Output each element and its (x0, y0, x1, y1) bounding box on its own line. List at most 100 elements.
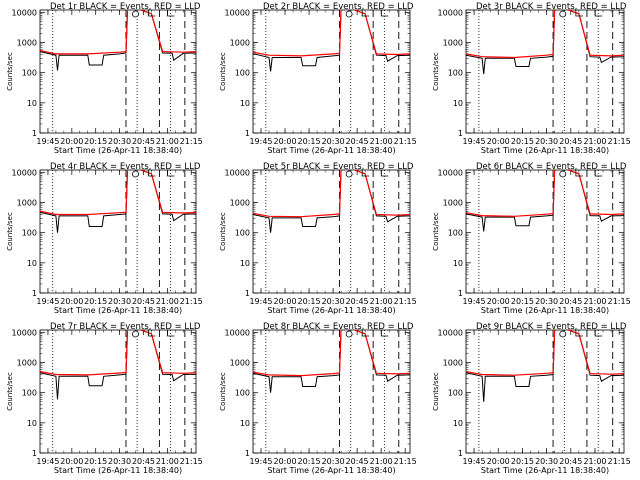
top-bracket-marker (594, 10, 603, 17)
x-tick-label: 20:30 (108, 457, 131, 466)
y-tick-label: 100 (235, 229, 250, 238)
plot-frame (252, 169, 411, 294)
y-tick-label: 1000 (17, 359, 37, 368)
top-bracket-marker (594, 170, 603, 177)
top-circle-marker (345, 330, 353, 338)
x-tick-label: 21:15 (180, 297, 203, 306)
x-tick-label: 21:15 (608, 137, 631, 146)
top-circle-marker (345, 170, 353, 178)
events-series-line (253, 330, 410, 393)
x-tick-label: 20:30 (322, 457, 345, 466)
y-tick-label: 100 (235, 389, 250, 398)
panel-title: Det 9r BLACK = Events, RED = LLD (476, 322, 627, 332)
top-bracket-marker (380, 330, 389, 337)
y-tick-label: 100 (22, 69, 37, 78)
x-tick-label: 20:45 (132, 457, 155, 466)
x-tick-label: 20:15 (298, 137, 321, 146)
y-tick-label: 10 (453, 419, 463, 428)
panel-title: Det 2r BLACK = Events, RED = LLD (263, 2, 414, 12)
detector-panel-6: 1 10 100 1000 10000 Counts/sec 19:45 20:00 20:15… (432, 162, 631, 315)
x-tick-label: 19:45 (249, 457, 272, 466)
top-bracket-marker (380, 10, 389, 17)
plot-data (40, 170, 196, 233)
x-tick-label: 21:15 (180, 457, 203, 466)
x-tick-label: 20:30 (108, 297, 131, 306)
lld-series-line (253, 330, 410, 377)
y-axis-label: Counts/sec (219, 212, 227, 251)
top-bracket-marker (167, 330, 175, 337)
plot-data (466, 330, 624, 402)
top-bracket-marker (148, 330, 156, 337)
plot-data (40, 10, 196, 71)
x-tick-label: 19:45 (36, 457, 59, 466)
y-tick-label: 10 (27, 259, 37, 268)
y-tick-label: 1000 (443, 39, 463, 48)
x-tick-label: 19:45 (249, 137, 272, 146)
x-tick-label: 21:15 (608, 457, 631, 466)
x-tick-label: 21:00 (370, 457, 393, 466)
y-tick-label: 1000 (17, 199, 37, 208)
top-bracket-marker (167, 10, 175, 17)
y-tick-label: 10000 (12, 328, 37, 337)
x-tick-label: 19:45 (249, 297, 272, 306)
y-tick-label: 100 (448, 229, 463, 238)
lld-series-line (40, 170, 196, 216)
x-tick-label: 21:00 (156, 457, 179, 466)
plot-data (253, 10, 410, 72)
x-tick-label: 20:45 (132, 297, 155, 306)
x-tick-label: 21:00 (583, 457, 606, 466)
x-tick-label: 20:30 (108, 137, 131, 146)
top-circle-marker (559, 330, 567, 338)
panel-title: Det 6r BLACK = Events, RED = LLD (476, 162, 627, 172)
y-tick-label: 10 (240, 419, 250, 428)
lld-series-line (466, 170, 624, 217)
plot-frame (465, 169, 625, 294)
lld-series-line (253, 170, 410, 218)
x-tick-label: 20:45 (346, 297, 369, 306)
y-tick-label: 1000 (230, 199, 250, 208)
y-axis-label: Counts/sec (219, 52, 227, 91)
x-tick-label: 20:15 (298, 457, 321, 466)
top-bracket-marker (167, 170, 175, 177)
y-tick-label: 10000 (225, 328, 250, 337)
x-tick-label: 21:15 (394, 137, 417, 146)
x-tick-label: 20:45 (346, 457, 369, 466)
y-tick-label: 100 (448, 389, 463, 398)
x-tick-label: 19:45 (463, 297, 486, 306)
x-tick-label: 20:00 (60, 457, 83, 466)
top-circle-marker (132, 330, 139, 338)
x-tick-label: 21:15 (394, 457, 417, 466)
x-tick-label: 21:15 (180, 137, 203, 146)
detector-panel-1: 1 10 100 1000 10000 Counts/sec 19:45 20:00 20:15… (6, 2, 203, 155)
x-tick-label: 20:15 (84, 297, 107, 306)
x-tick-label: 19:45 (463, 457, 486, 466)
plot-frame (465, 9, 625, 134)
y-tick-label: 1000 (230, 39, 250, 48)
y-tick-label: 1 (458, 449, 463, 458)
lld-series-line (253, 10, 410, 57)
x-tick-label: 20:45 (559, 137, 582, 146)
plot-data (253, 170, 410, 233)
y-tick-label: 1 (32, 289, 37, 298)
x-tick-label: 20:00 (487, 137, 510, 146)
panel-title: Det 8r BLACK = Events, RED = LLD (263, 322, 414, 332)
y-tick-label: 100 (22, 389, 37, 398)
detector-panel-3: 1 10 100 1000 10000 Counts/sec 19:45 20:00 20:15… (432, 2, 631, 155)
x-axis-label: Start Time (26-Apr-11 18:38:40) (481, 146, 609, 155)
y-tick-label: 10 (240, 259, 250, 268)
detector-panel-7: 1 10 100 1000 10000 Counts/sec 19:45 20:00 20:15… (6, 322, 203, 475)
y-tick-label: 1000 (443, 199, 463, 208)
x-tick-label: 21:00 (583, 137, 606, 146)
x-tick-label: 20:45 (559, 297, 582, 306)
y-tick-label: 10000 (12, 8, 37, 17)
events-series-line (466, 330, 624, 402)
y-tick-label: 1000 (17, 39, 37, 48)
y-tick-label: 1 (245, 289, 250, 298)
top-circle-marker (559, 10, 567, 18)
lld-series-line (466, 330, 624, 376)
y-axis-label: Counts/sec (219, 372, 227, 411)
x-axis-label: Start Time (26-Apr-11 18:38:40) (54, 466, 182, 475)
top-bracket-marker (575, 170, 583, 177)
x-axis-label: Start Time (26-Apr-11 18:38:40) (54, 146, 182, 155)
